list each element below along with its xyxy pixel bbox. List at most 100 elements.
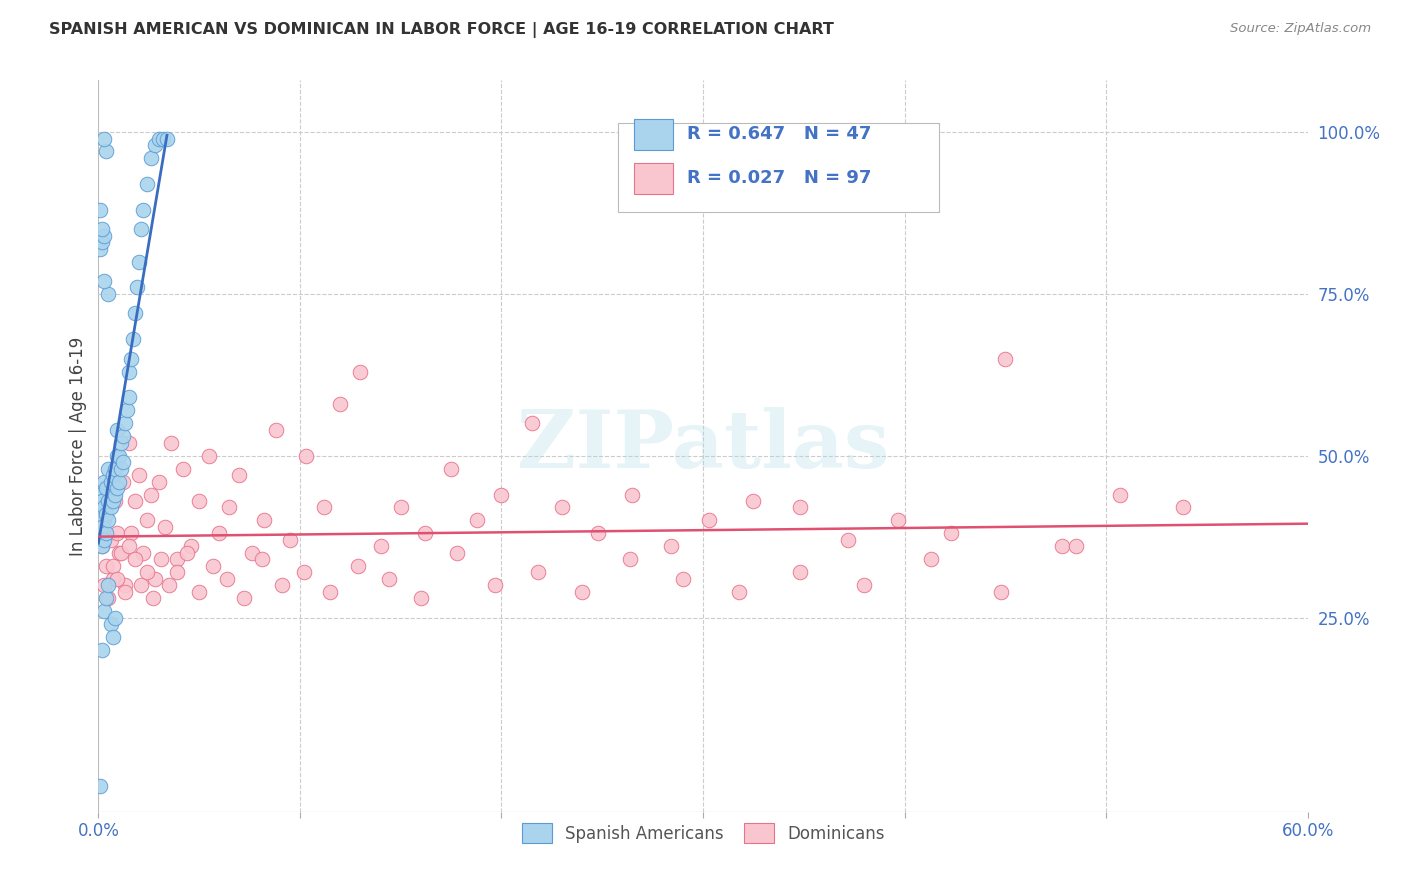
Point [132,202,155,217]
Point [389,500,412,515]
Point [349,365,371,379]
FancyBboxPatch shape [619,123,939,212]
Point [101,558,124,573]
Text: R = 0.027   N = 97: R = 0.027 N = 97 [688,169,872,186]
Point [920,552,942,566]
Point [89,779,111,793]
Point [292,566,315,580]
Point [551,500,574,515]
Point [93,131,115,145]
Point [837,533,859,547]
Point [91,539,114,553]
Point [93,513,115,527]
Point [124,494,146,508]
Point [124,306,146,320]
Point [152,131,174,145]
Point [176,546,198,560]
FancyBboxPatch shape [634,163,672,194]
Point [253,513,276,527]
Legend: Spanish Americans, Dominicans: Spanish Americans, Dominicans [513,815,893,851]
Point [132,546,155,560]
Point [93,500,115,515]
Point [111,455,134,469]
Y-axis label: In Labor Force | Age 16-19: In Labor Force | Age 16-19 [69,336,87,556]
Point [142,591,165,606]
Point [97,494,120,508]
Point [100,533,122,547]
Point [105,449,128,463]
Point [114,417,136,431]
Point [139,487,162,501]
Point [264,423,287,437]
Point [149,552,172,566]
Point [526,566,548,580]
Point [160,435,183,450]
Point [89,487,111,501]
Point [91,539,114,553]
Point [96,481,118,495]
Point [97,591,120,606]
Point [370,539,392,553]
Point [97,513,120,527]
Point [728,584,751,599]
FancyBboxPatch shape [634,119,672,150]
Point [1171,500,1194,515]
Point [188,584,211,599]
Point [314,500,336,515]
Point [586,526,609,541]
Point [156,131,179,145]
Point [619,552,641,566]
Point [97,286,120,301]
Point [115,403,138,417]
Point [100,617,122,632]
Point [101,630,124,644]
Point [97,578,120,592]
Point [97,461,120,475]
Point [188,494,211,508]
Point [217,572,239,586]
Point [89,202,111,217]
Point [135,177,157,191]
Point [295,449,318,463]
Point [110,461,132,475]
Point [887,513,910,527]
Point [105,526,128,541]
Point [103,494,125,508]
Point [465,513,488,527]
Point [157,578,180,592]
Point [409,591,432,606]
Point [118,365,141,379]
Point [101,468,124,483]
Point [120,351,142,366]
Point [135,566,157,580]
Point [672,572,695,586]
Point [153,520,176,534]
Point [91,222,114,236]
Point [319,584,342,599]
Point [446,546,468,560]
Point [853,578,876,592]
Point [939,526,962,541]
Point [93,475,115,489]
Point [520,417,543,431]
Point [96,526,118,541]
Point [103,461,125,475]
Point [121,332,143,346]
Point [440,461,463,475]
Point [107,546,129,560]
Point [697,513,720,527]
Point [659,539,682,553]
Point [105,481,128,495]
Point [621,487,644,501]
Point [91,494,114,508]
Text: SPANISH AMERICAN VS DOMINICAN IN LABOR FORCE | AGE 16-19 CORRELATION CHART: SPANISH AMERICAN VS DOMINICAN IN LABOR F… [49,22,834,38]
Point [228,468,250,483]
Point [484,578,506,592]
Point [89,507,111,521]
Point [114,578,136,592]
Point [124,552,146,566]
Point [377,572,399,586]
Point [250,552,273,566]
Point [491,487,513,501]
Point [105,572,128,586]
